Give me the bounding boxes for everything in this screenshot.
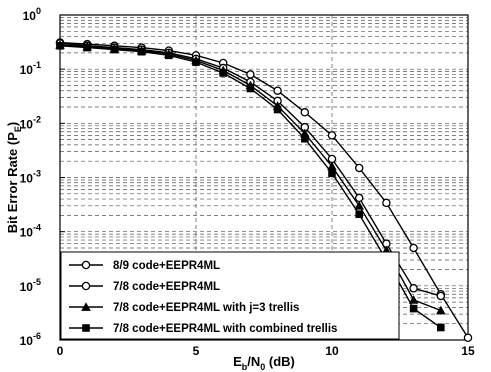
legend-entry: 7/8 code+EEPR4ML with j=3 trellis xyxy=(69,302,299,314)
data-point xyxy=(382,198,391,208)
data-point xyxy=(327,131,337,140)
y-label-subscript: E xyxy=(13,126,23,132)
data-point xyxy=(192,58,200,66)
y-tick-exponent: -5 xyxy=(33,277,41,287)
data-point xyxy=(328,169,336,178)
legend-entry: 8/9 code+EEPR4ML xyxy=(69,260,220,272)
y-tick-label: 10-2 xyxy=(20,114,41,131)
y-tick-exponent: -6 xyxy=(33,331,41,341)
legend-box xyxy=(60,251,400,340)
data-point xyxy=(355,210,363,219)
legend-marker xyxy=(82,324,90,332)
x-tick-label: 15 xyxy=(461,344,475,358)
data-point xyxy=(301,134,309,143)
data-point xyxy=(83,43,91,52)
data-point xyxy=(409,243,418,253)
y-tick-exponent: -1 xyxy=(33,60,41,70)
x-label-subscript: 0 xyxy=(260,362,265,372)
legend-label: 7/8 code+EEPR4ML xyxy=(113,281,220,293)
data-point xyxy=(408,295,419,304)
data-point xyxy=(354,193,364,203)
legend-label: 8/9 code+EEPR4ML xyxy=(113,260,220,272)
y-tick-base: 10 xyxy=(20,226,34,240)
data-point xyxy=(273,86,282,95)
data-point xyxy=(300,108,310,117)
grid xyxy=(60,15,468,341)
x-axis-label: Eb/N0 (dB) xyxy=(233,354,295,372)
data-point xyxy=(354,163,364,173)
data-point xyxy=(437,323,445,332)
data-point xyxy=(463,333,473,343)
data-point xyxy=(436,291,446,301)
data-point xyxy=(246,70,255,79)
y-tick-base: 10 xyxy=(20,280,34,294)
x-label-part: (dB) xyxy=(265,354,295,369)
y-tick-label: 10-4 xyxy=(20,223,41,240)
y-tick-base: 10 xyxy=(23,9,37,23)
y-tick-base: 10 xyxy=(20,172,34,186)
y-tick-label: 10-1 xyxy=(20,60,41,77)
legend-entry: 7/8 code+EEPR4ML xyxy=(69,281,220,293)
y-tick-exponent: -2 xyxy=(33,114,41,124)
legend: 8/9 code+EEPR4ML 7/8 code+EEPR4ML 7/8 code… xyxy=(60,251,400,340)
y-tick-label: 100 xyxy=(23,6,41,23)
y-tick-exponent: -4 xyxy=(33,223,41,233)
y-tick-base: 10 xyxy=(20,334,34,348)
y-tick-label: 10-3 xyxy=(20,169,41,186)
data-point xyxy=(137,47,146,56)
data-point xyxy=(246,84,255,93)
x-label-part: E xyxy=(233,354,242,369)
data-point xyxy=(327,161,337,171)
data-point xyxy=(409,304,418,313)
legend-marker xyxy=(81,302,91,311)
data-point xyxy=(56,42,64,50)
y-tick-base: 10 xyxy=(20,117,34,131)
y-tick-label: 10-5 xyxy=(20,277,41,294)
y-tick-exponent: 0 xyxy=(36,6,41,16)
legend-label: 7/8 code+EEPR4ML with j=3 trellis xyxy=(113,302,299,314)
x-tick-label: 5 xyxy=(193,344,200,358)
x-label-subscript: b xyxy=(242,362,248,372)
axis-labels: Eb/N0 (dB)Bit Error Rate (PE) xyxy=(5,122,295,372)
data-point xyxy=(273,105,282,114)
y-label-part: Bit Error Rate (P xyxy=(5,132,20,233)
data-point xyxy=(354,201,364,210)
data-point xyxy=(110,45,119,54)
legend-entry: 7/8 code+EEPR4ML with combined trellis xyxy=(69,323,337,335)
series-group xyxy=(55,38,473,343)
legend-marker xyxy=(81,281,91,291)
legend-label: 7/8 code+EEPR4ML with combined trellis xyxy=(113,323,337,335)
x-label-part: /N xyxy=(247,354,260,369)
series-line xyxy=(59,41,469,339)
y-tick-base: 10 xyxy=(20,63,34,77)
data-point xyxy=(219,69,227,77)
y-tick-label: 10-6 xyxy=(20,331,41,348)
data-point xyxy=(165,51,173,60)
x-tick-label: 10 xyxy=(325,344,339,358)
y-label-part: ) xyxy=(5,122,20,126)
y-tick-exponent: -3 xyxy=(33,169,41,179)
y-axis-label: Bit Error Rate (PE) xyxy=(5,122,23,234)
x-tick-label: 0 xyxy=(57,344,64,358)
data-point xyxy=(409,284,418,293)
data-point xyxy=(436,305,446,315)
data-point xyxy=(327,154,337,164)
legend-marker xyxy=(81,260,91,270)
